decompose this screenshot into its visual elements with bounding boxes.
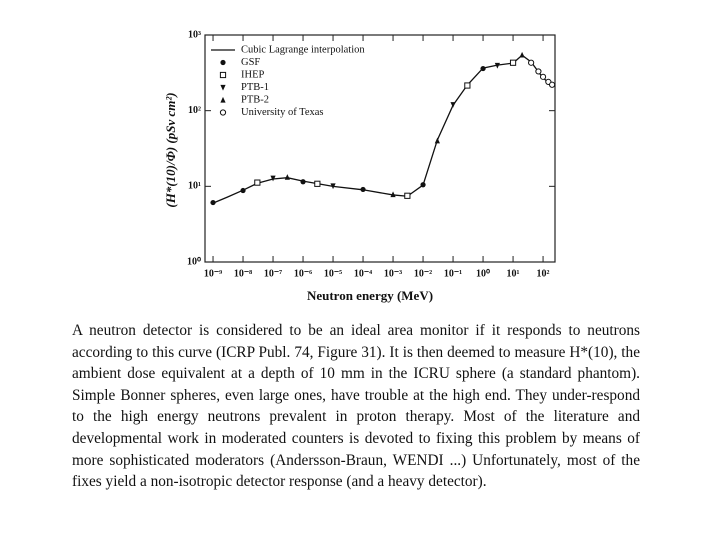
data-point [450, 102, 456, 108]
data-point [434, 137, 440, 144]
x-tick-label: 10⁻³ [384, 268, 402, 279]
data-point [480, 65, 486, 72]
legend-label: PTB-2 [241, 94, 269, 105]
y-tick-label: 10³ [188, 29, 201, 40]
data-point [390, 191, 396, 198]
data-point [330, 183, 336, 190]
legend-label: GSF [241, 57, 260, 68]
legend-label: University of Texas [241, 107, 323, 118]
y-tick-label: 10¹ [188, 181, 201, 192]
x-tick-label: 10⁻⁸ [234, 268, 252, 279]
data-line [212, 54, 553, 204]
legend-label: IHEP [241, 69, 264, 80]
x-axis-label: Neutron energy (MeV) [307, 288, 433, 303]
data-point [270, 175, 276, 182]
data-point [519, 51, 525, 58]
data-point [314, 180, 321, 187]
legend-swatch [219, 71, 227, 79]
x-tick-label: 10⁻⁷ [264, 268, 282, 279]
legend-swatch [219, 109, 227, 116]
x-tick-label: 10² [537, 268, 550, 279]
data-point [254, 179, 261, 186]
x-tick-label: 10⁻¹ [444, 268, 462, 279]
legend-swatch [220, 59, 226, 66]
legend-swatch [220, 96, 226, 103]
data-point [420, 182, 426, 188]
data-point [210, 199, 216, 206]
x-tick-label: 10⁰ [476, 268, 490, 279]
y-axis-label: (H*(10)/Φ) (pSv cm²) [163, 92, 178, 207]
data-point [360, 186, 366, 193]
data-point [509, 59, 517, 66]
x-tick-label: 10⁻⁶ [294, 268, 312, 279]
data-point [494, 62, 500, 69]
x-tick-label: 10¹ [507, 268, 520, 279]
data-point [240, 187, 246, 194]
data-point [548, 81, 556, 88]
data-point [300, 179, 306, 185]
chart: Neutron energy (MeV) (H*(10)/Φ) (pSv cm²… [163, 29, 556, 303]
data-point [535, 68, 542, 75]
data-point [528, 59, 535, 66]
plot-frame [204, 34, 556, 263]
y-tick-label: 10² [188, 105, 201, 116]
y-tick-label: 10⁰ [187, 256, 201, 267]
x-tick-label: 10⁻⁴ [354, 268, 372, 279]
data-point [284, 174, 290, 180]
legend-label: Cubic Lagrange interpolation [241, 44, 365, 55]
x-tick-label: 10⁻² [414, 268, 432, 279]
x-tick-label: 10⁻⁹ [204, 268, 222, 279]
data-point [539, 73, 547, 80]
caption: A neutron detector is considered to be a… [72, 322, 640, 491]
legend-swatch [220, 84, 226, 91]
legend-label: PTB-1 [241, 82, 269, 93]
x-tick-label: 10⁻⁵ [324, 268, 342, 279]
data-point [464, 82, 471, 89]
data-point [404, 192, 411, 199]
